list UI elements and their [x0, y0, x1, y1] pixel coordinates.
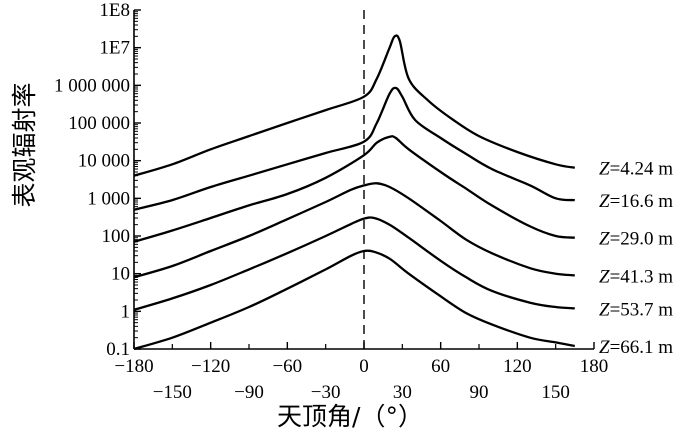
x-tick-label: −90 — [234, 382, 264, 403]
series-curve — [133, 216, 575, 311]
y-tick-label: 10 000 — [78, 151, 130, 172]
x-axis-title: 天顶角/（°） — [277, 402, 423, 431]
y-tick-label: 100 000 — [68, 113, 130, 134]
x-tick-label: 180 — [580, 356, 609, 377]
y-tick-label: 1E7 — [99, 38, 130, 59]
series-label: Z=41.3 m — [599, 266, 673, 287]
series-curve — [133, 135, 575, 243]
y-tick-label: 10 — [111, 264, 130, 285]
series-label: Z=66.1 m — [599, 337, 673, 358]
x-tick-label: 120 — [503, 356, 532, 377]
series-curve — [133, 182, 575, 279]
series-label: Z=16.6 m — [599, 191, 673, 212]
y-tick-label: 1 000 000 — [54, 75, 130, 96]
x-tick-label: 90 — [470, 382, 489, 403]
x-tick-label: −60 — [272, 356, 302, 377]
y-axis-title: 表观辐射率 — [10, 82, 39, 207]
x-tick-label: −120 — [191, 356, 230, 377]
series-curve — [133, 34, 576, 177]
series-curve — [133, 249, 576, 351]
y-tick-label: 100 — [102, 226, 131, 247]
x-tick-label: −150 — [153, 382, 192, 403]
x-tick-label: 0 — [359, 356, 369, 377]
x-tick-label: 30 — [393, 382, 412, 403]
x-tick-label: −30 — [311, 382, 341, 403]
y-tick-label: 1E8 — [99, 0, 130, 21]
series-curve — [133, 86, 575, 211]
series-label: Z=4.24 m — [599, 159, 673, 180]
series-label: Z=53.7 m — [599, 299, 673, 320]
x-tick-label: −180 — [114, 356, 153, 377]
y-tick-label: 0.1 — [106, 339, 130, 360]
series-label: Z=29.0 m — [599, 229, 673, 250]
y-tick-label: 1 000 — [87, 188, 130, 209]
x-tick-label: 60 — [431, 356, 450, 377]
x-tick-label: 150 — [541, 382, 570, 403]
y-tick-label: 1 — [121, 301, 131, 322]
